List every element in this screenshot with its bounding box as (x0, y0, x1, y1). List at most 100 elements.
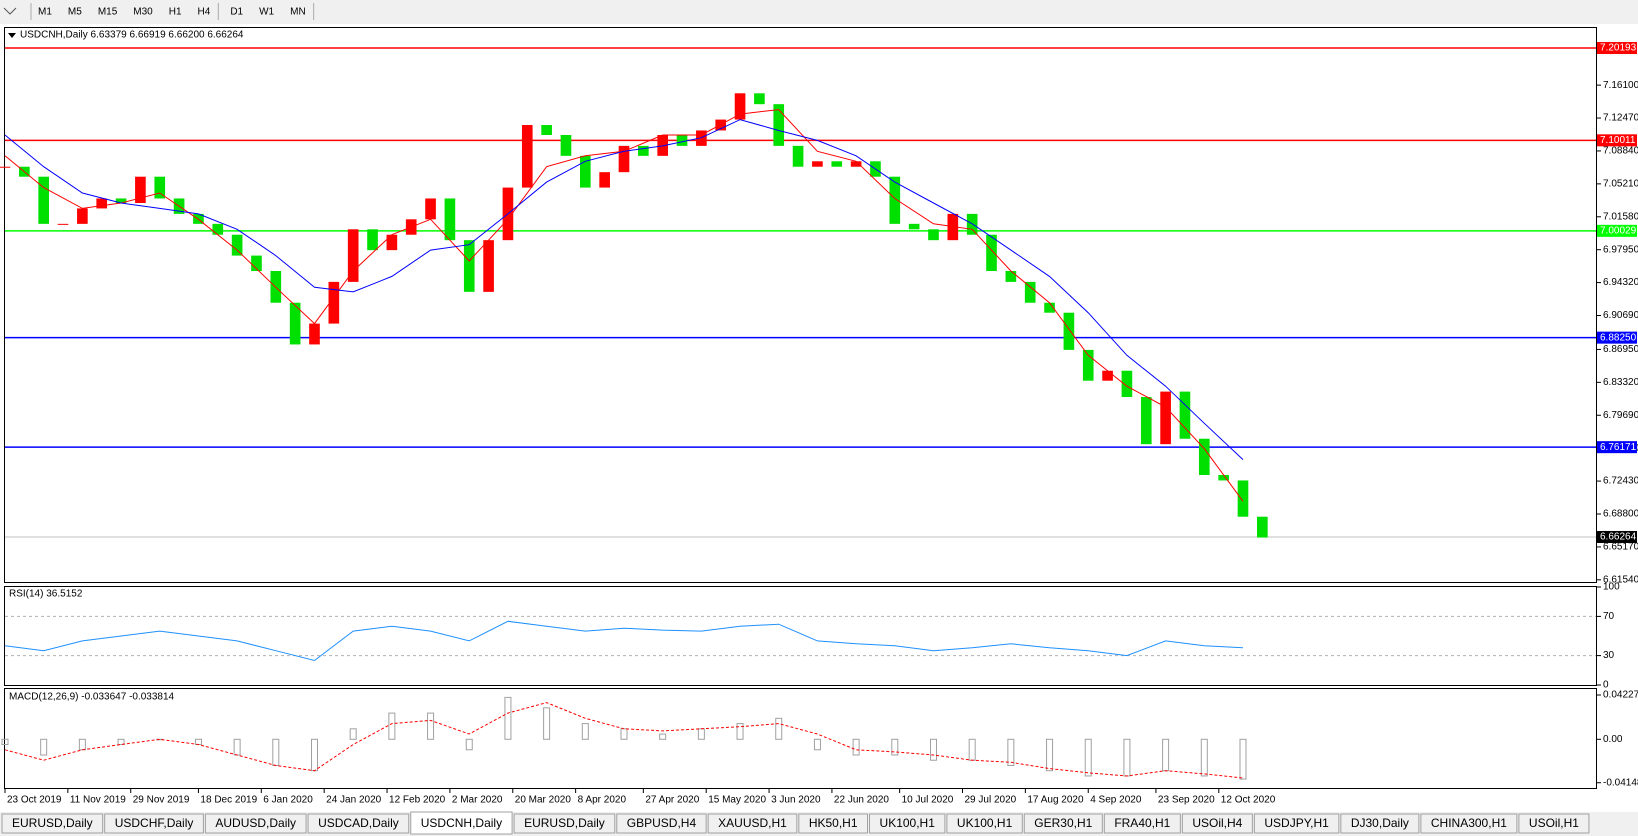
tab-label[interactable]: USDJPY,H1 (1264, 816, 1329, 830)
candle (483, 240, 494, 292)
macd-histogram-bar (427, 712, 435, 740)
y-tick-label: 6.61540 (1603, 574, 1638, 585)
y-tick-label: 6.72430 (1603, 476, 1638, 487)
timeframe-button[interactable]: M30 (133, 7, 153, 18)
candle (1082, 349, 1094, 381)
tab[interactable] (1518, 813, 1590, 834)
x-tick-label: 12 Feb 2020 (389, 795, 446, 806)
tab[interactable] (410, 811, 513, 835)
tab[interactable] (1103, 813, 1181, 834)
tab[interactable] (1420, 813, 1518, 834)
y-tick-label: 6.83320 (1603, 377, 1638, 388)
tab-label[interactable]: USDCAD,Daily (318, 816, 399, 830)
level-price-label: 7.10011 (1600, 135, 1636, 146)
x-tick-label: 22 Jun 2020 (834, 795, 889, 806)
tab[interactable] (513, 813, 616, 834)
tab[interactable] (946, 813, 1023, 834)
candle (96, 198, 108, 209)
y-tick-label: 30 (1603, 650, 1615, 661)
tab[interactable] (1023, 813, 1103, 834)
y-tick-label: -0.04148 (1603, 777, 1638, 788)
tab[interactable] (1340, 813, 1420, 834)
tab-label[interactable]: DJ30,Daily (1351, 816, 1409, 830)
candle (0, 166, 11, 168)
candle (135, 176, 146, 203)
y-tick-label: 7.16100 (1603, 80, 1638, 91)
candle (928, 229, 939, 241)
candle (154, 176, 166, 199)
toolbar-icon[interactable] (3, 7, 17, 15)
x-tick-label: 17 Aug 2020 (1027, 795, 1084, 806)
moving-average (4, 119, 1244, 460)
x-tick-label: 18 Dec 2019 (200, 795, 257, 806)
tab-label[interactable]: XAUUSD,H1 (718, 816, 787, 830)
y-tick-label: 6.86950 (1603, 344, 1638, 355)
timeframe-button[interactable]: W1 (259, 7, 274, 18)
x-tick-label: 23 Sep 2020 (1158, 795, 1215, 806)
tab-label[interactable]: FRA40,H1 (1114, 816, 1170, 830)
tab[interactable] (104, 813, 204, 834)
macd-histogram-bar (775, 717, 783, 740)
tab[interactable] (204, 813, 307, 834)
tab[interactable] (616, 813, 707, 834)
candle (1044, 302, 1055, 313)
candle (831, 161, 843, 167)
tab[interactable] (707, 813, 798, 834)
timeframe-button[interactable]: MN (290, 7, 306, 18)
tab[interactable] (1253, 813, 1340, 834)
candle (444, 198, 456, 241)
y-tick-label: 6.65170 (1603, 542, 1638, 553)
timeframe-button[interactable]: H4 (198, 7, 211, 18)
candle (57, 223, 69, 225)
tab-label[interactable]: USOil,H1 (1529, 816, 1579, 830)
timeframe-button[interactable]: D1 (230, 7, 243, 18)
tab[interactable] (869, 813, 946, 834)
level-price-label: 6.88250 (1600, 332, 1637, 343)
timeframe-button[interactable]: M1 (38, 7, 52, 18)
tab-label[interactable]: GBPUSD,H4 (627, 816, 697, 830)
x-tick-label: 15 May 2020 (708, 795, 766, 806)
candle (1024, 281, 1036, 303)
y-tick-label: 7.05210 (1603, 179, 1638, 190)
macd-histogram-bar (40, 738, 48, 756)
tab[interactable] (1, 813, 104, 834)
macd-histogram-bar (1, 738, 9, 746)
timeframe-button[interactable]: M5 (68, 7, 82, 18)
timeframe-button[interactable]: H1 (169, 7, 182, 18)
candle (367, 229, 378, 251)
tab-label[interactable]: EURUSD,Daily (12, 816, 93, 830)
macd-histogram-bar (1239, 738, 1247, 780)
x-tick-label: 10 Jul 2020 (902, 795, 954, 806)
macd-histogram-bar (543, 707, 551, 740)
tab-label[interactable]: USOil,H4 (1192, 816, 1242, 830)
macd-histogram-bar (891, 738, 899, 756)
y-tick-label: 6.68800 (1603, 509, 1638, 520)
candle (289, 302, 301, 345)
y-tick-label: 0.00 (1603, 734, 1623, 745)
candle (328, 281, 340, 324)
tab-label[interactable]: HK50,H1 (809, 816, 858, 830)
tab-label[interactable]: GER30,H1 (1034, 816, 1092, 830)
candle (638, 145, 649, 156)
tab-label[interactable]: USDCNH,Daily (421, 816, 502, 830)
tab[interactable] (1181, 813, 1253, 834)
candle (425, 198, 436, 220)
tab-label[interactable]: CHINA300,H1 (1431, 816, 1507, 830)
tab-label[interactable]: UK100,H1 (880, 816, 936, 830)
candle (347, 229, 359, 282)
tab-label[interactable]: EURUSD,Daily (524, 816, 605, 830)
tab[interactable] (798, 813, 869, 834)
candle (1198, 438, 1210, 476)
level-price-label: 7.20193 (1600, 43, 1637, 54)
tab-label[interactable]: UK100,H1 (957, 816, 1013, 830)
tab[interactable] (307, 813, 410, 834)
candle (889, 176, 901, 224)
tab-label[interactable]: USDCHF,Daily (115, 816, 194, 830)
level-price-box (1597, 331, 1637, 344)
timeframe-button[interactable]: M15 (98, 7, 118, 18)
tab-label[interactable]: AUDUSD,Daily (215, 816, 296, 830)
candle (579, 155, 591, 188)
macd-histogram-bar (1200, 738, 1208, 777)
macd-histogram-bar (504, 696, 512, 740)
